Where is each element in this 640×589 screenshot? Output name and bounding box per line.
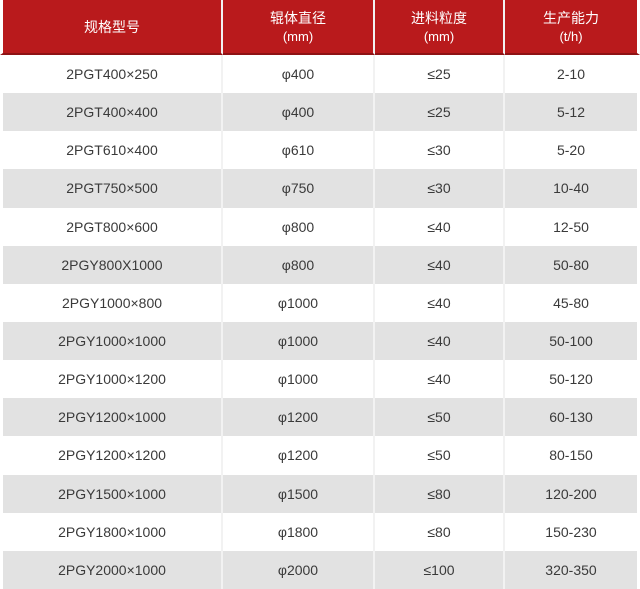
table-cell-roller-diameter: φ400: [223, 55, 375, 94]
table-cell-spec-model: 2PGT800×600: [0, 207, 223, 246]
table-cell-feed-size: ≤40: [375, 360, 505, 399]
table-cell-feed-size: ≤25: [375, 55, 505, 94]
table-cell-feed-size: ≤40: [375, 245, 505, 284]
table-cell-production-capacity: 10-40: [505, 169, 640, 208]
table-cell-feed-size: ≤30: [375, 169, 505, 208]
table-cell-feed-size: ≤50: [375, 436, 505, 475]
table-cell-feed-size: ≤30: [375, 131, 505, 170]
table-cell-roller-diameter: φ1000: [223, 360, 375, 399]
table-cell-feed-size: ≤50: [375, 398, 505, 437]
table-row: 2PGT400×400 φ400 ≤25 5-12: [0, 93, 640, 132]
table-cell-production-capacity: 50-100: [505, 321, 640, 361]
table-row: 2PGT750×500 φ750 ≤30 10-40: [0, 169, 640, 208]
table-cell-spec-model: 2PGT750×500: [0, 169, 223, 208]
table-cell-feed-size: ≤40: [375, 321, 505, 361]
table-cell-roller-diameter: φ1500: [223, 474, 375, 513]
table-cell-spec-model: 2PGT610×400: [0, 131, 223, 170]
table-cell-feed-size: ≤80: [375, 512, 505, 551]
table-cell-production-capacity: 5-12: [505, 93, 640, 132]
column-label: 生产能力: [543, 9, 599, 26]
table-cell-feed-size: ≤40: [375, 207, 505, 246]
table-cell-feed-size: ≤100: [375, 550, 505, 589]
table-cell-spec-model: 2PGY2000×1000: [0, 550, 223, 589]
table-cell-roller-diameter: φ1000: [223, 321, 375, 361]
table-cell-production-capacity: 5-20: [505, 131, 640, 170]
table-row: 2PGY1800×1000 φ1800 ≤80 150-230: [0, 512, 640, 551]
column-label: 辊体直径: [270, 9, 326, 26]
table-cell-production-capacity: 320-350: [505, 550, 640, 589]
table-row: 2PGY1000×1200 φ1000 ≤40 50-120: [0, 360, 640, 399]
table-cell-spec-model: 2PGY800X1000: [0, 245, 223, 284]
column-header-spec-model: 规格型号: [0, 0, 223, 55]
table-cell-spec-model: 2PGY1500×1000: [0, 474, 223, 513]
table-cell-spec-model: 2PGY1800×1000: [0, 512, 223, 551]
column-unit: (mm): [282, 28, 314, 44]
table-cell-roller-diameter: φ800: [223, 207, 375, 246]
table-cell-roller-diameter: φ610: [223, 131, 375, 170]
table-row: 2PGT800×600 φ800 ≤40 12-50: [0, 207, 640, 246]
column-label: 规格型号: [84, 18, 140, 35]
table-row: 2PGY1000×1000 φ1000 ≤40 50-100: [0, 321, 640, 361]
table-cell-spec-model: 2PGT400×400: [0, 93, 223, 132]
table-cell-roller-diameter: φ750: [223, 169, 375, 208]
table-cell-spec-model: 2PGY1000×1000: [0, 321, 223, 361]
column-unit: (mm): [423, 28, 455, 44]
table-row: 2PGY1500×1000 φ1500 ≤80 120-200: [0, 474, 640, 513]
column-header-roller-diameter: 辊体直径 (mm): [223, 0, 375, 55]
table-cell-roller-diameter: φ1000: [223, 283, 375, 322]
table-cell-production-capacity: 50-120: [505, 360, 640, 399]
table-cell-production-capacity: 12-50: [505, 207, 640, 246]
header-row: 规格型号 辊体直径 (mm) 进料粒度 (mm) 生产能力 (t/h): [0, 0, 640, 55]
table-cell-roller-diameter: φ800: [223, 245, 375, 284]
table-cell-spec-model: 2PGY1200×1200: [0, 436, 223, 475]
table-row: 2PGY1200×1000 φ1200 ≤50 60-130: [0, 398, 640, 437]
table-cell-production-capacity: 120-200: [505, 474, 640, 513]
table-cell-roller-diameter: φ400: [223, 93, 375, 132]
table-cell-production-capacity: 60-130: [505, 398, 640, 437]
table-cell-production-capacity: 2-10: [505, 55, 640, 94]
table-cell-roller-diameter: φ1800: [223, 512, 375, 551]
table-row: 2PGT610×400 φ610 ≤30 5-20: [0, 131, 640, 170]
table-cell-feed-size: ≤25: [375, 93, 505, 132]
table-cell-spec-model: 2PGY1000×1200: [0, 360, 223, 399]
table-cell-roller-diameter: φ1200: [223, 398, 375, 437]
table-cell-production-capacity: 150-230: [505, 512, 640, 551]
table-cell-spec-model: 2PGT400×250: [0, 55, 223, 94]
column-unit: (t/h): [559, 28, 583, 44]
table-body: 2PGT400×250 φ400 ≤25 2-10 2PGT400×400 φ400 ≤25…: [0, 55, 640, 589]
table-header: 规格型号 辊体直径 (mm) 进料粒度 (mm) 生产能力 (t/h): [0, 0, 640, 55]
table-cell-production-capacity: 50-80: [505, 245, 640, 284]
table-row: 2PGY1000×800 φ1000 ≤40 45-80: [0, 283, 640, 322]
table-cell-spec-model: 2PGY1200×1000: [0, 398, 223, 437]
column-label: 进料粒度: [411, 9, 467, 26]
column-header-production-capacity: 生产能力 (t/h): [505, 0, 640, 55]
table-cell-roller-diameter: φ1200: [223, 436, 375, 475]
table-row: 2PGY1200×1200 φ1200 ≤50 80-150: [0, 436, 640, 475]
table-row: 2PGT400×250 φ400 ≤25 2-10: [0, 55, 640, 94]
table-cell-spec-model: 2PGY1000×800: [0, 283, 223, 322]
table-cell-production-capacity: 45-80: [505, 283, 640, 322]
table-cell-feed-size: ≤80: [375, 474, 505, 513]
table-row: 2PGY800X1000 φ800 ≤40 50-80: [0, 245, 640, 284]
table-cell-roller-diameter: φ2000: [223, 550, 375, 589]
table-cell-feed-size: ≤40: [375, 283, 505, 322]
table-row: 2PGY2000×1000 φ2000 ≤100 320-350: [0, 550, 640, 589]
column-header-feed-size: 进料粒度 (mm): [375, 0, 505, 55]
table-cell-production-capacity: 80-150: [505, 436, 640, 475]
